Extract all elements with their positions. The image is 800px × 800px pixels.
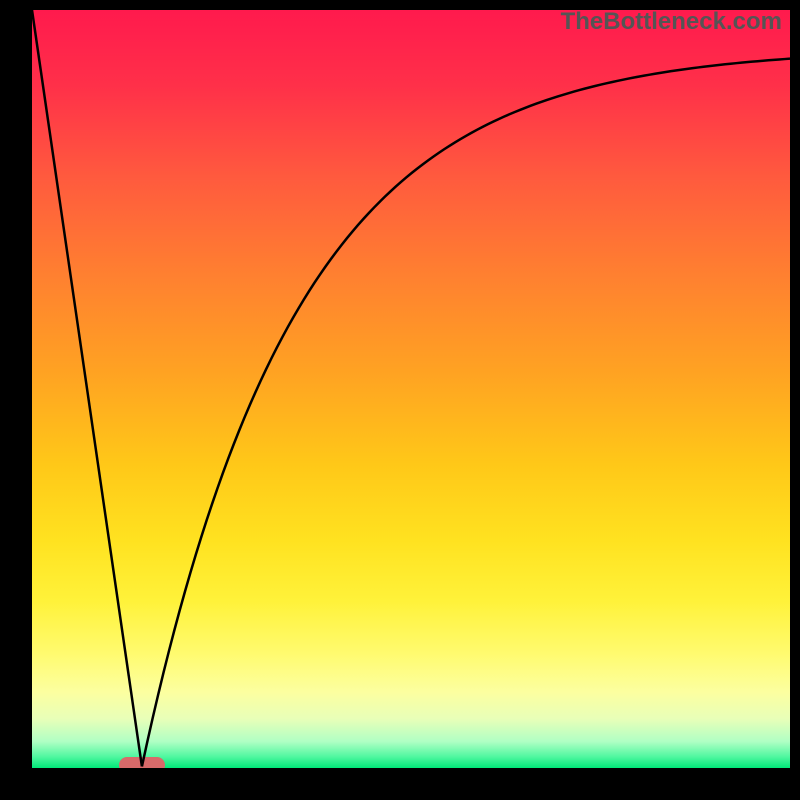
bottleneck-curve <box>32 10 790 768</box>
watermark-text: TheBottleneck.com <box>561 10 782 36</box>
plot-area: TheBottleneck.com <box>32 10 790 768</box>
curve-left-segment <box>32 10 142 766</box>
chart-frame: TheBottleneck.com <box>0 0 800 800</box>
curve-right-segment <box>142 59 790 767</box>
